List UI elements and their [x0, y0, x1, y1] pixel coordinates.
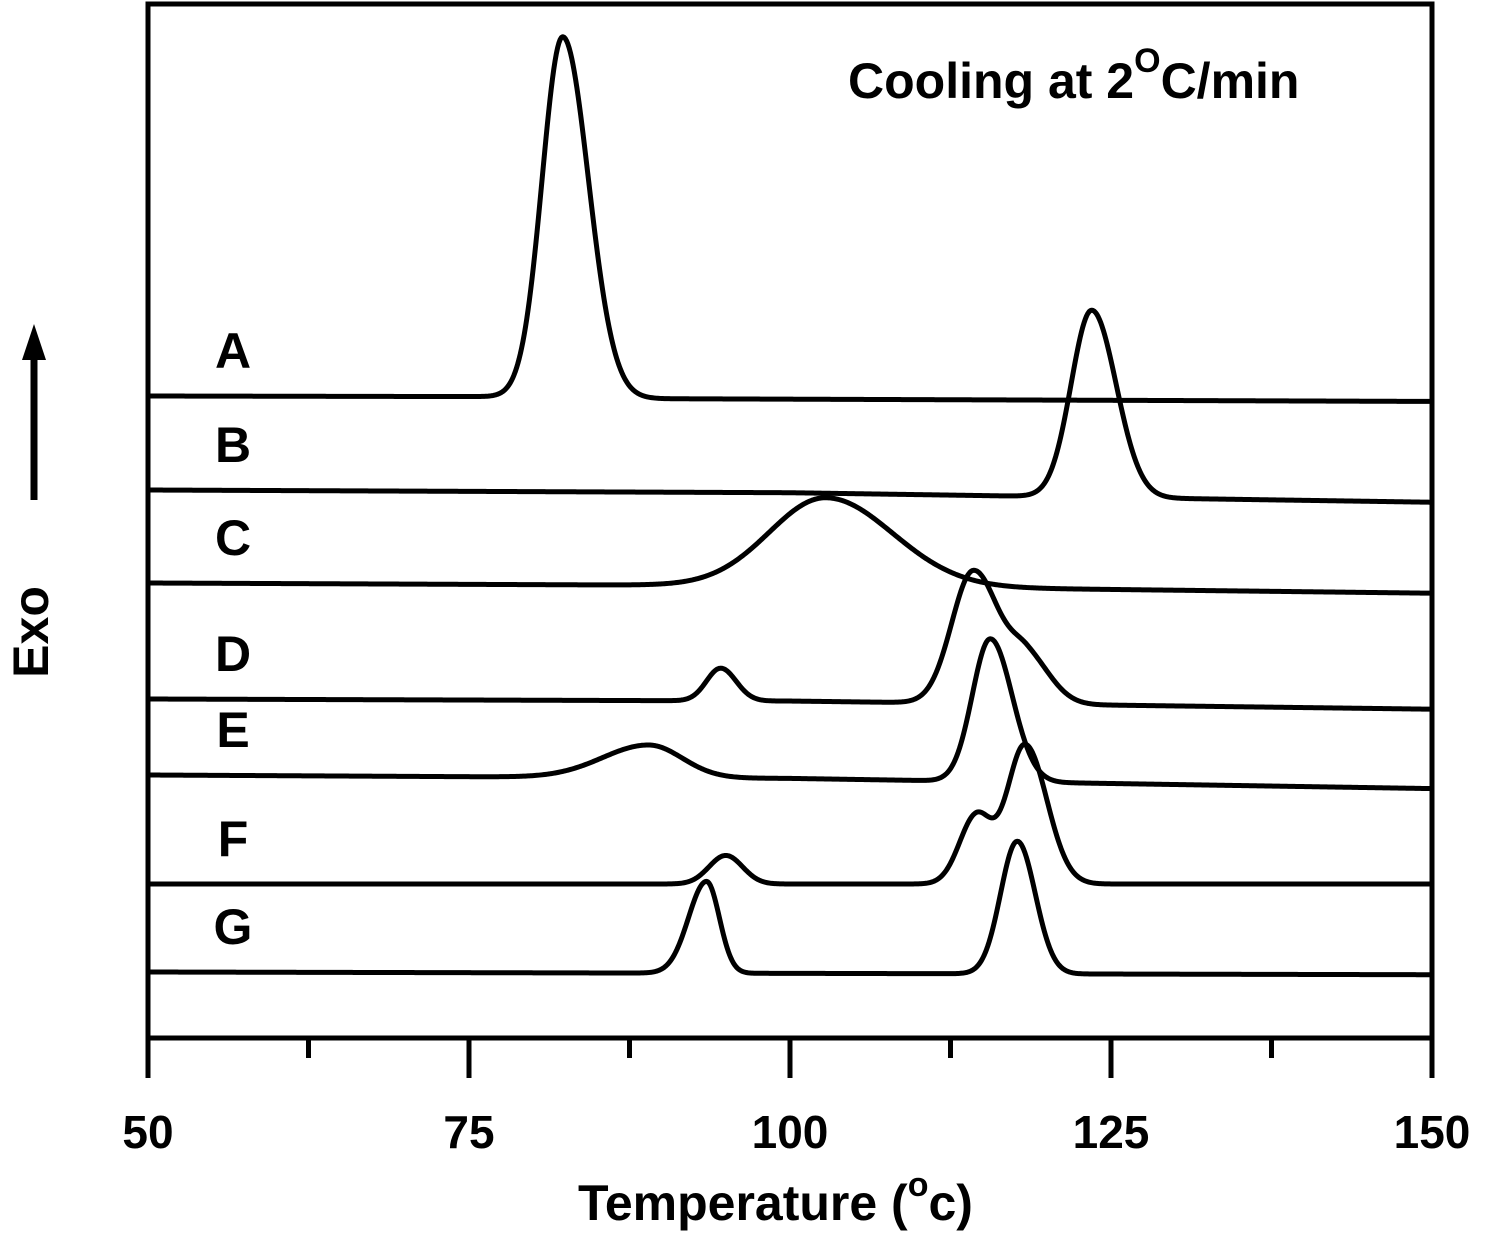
y-axis-label: Exo	[3, 586, 59, 678]
series-label-b: B	[215, 417, 251, 473]
x-tick-labels: 50 75 100 125 150	[122, 1106, 1470, 1158]
series-label-d: D	[215, 626, 251, 682]
x-axis-ticks	[145, 1038, 1435, 1078]
x-tick-label: 100	[752, 1106, 829, 1158]
annotation-suffix: C/min	[1161, 53, 1300, 109]
series-label-c: C	[215, 510, 251, 566]
series-line-b	[146, 307, 1434, 505]
series-line-d	[146, 567, 1434, 712]
x-axis-label-text: Temperature (	[578, 1175, 908, 1231]
x-axis-label-superscript: o	[908, 1166, 929, 1204]
cooling-rate-annotation: Cooling at 2OC/min	[848, 42, 1299, 109]
series-line-a	[146, 34, 1434, 404]
x-tick-label: 50	[122, 1106, 173, 1158]
series-label-e: E	[216, 702, 249, 758]
series-label-g: G	[214, 899, 253, 955]
x-tick-label: 150	[1394, 1106, 1471, 1158]
series-line-e	[146, 636, 1434, 792]
x-axis-label-suffix: c)	[929, 1175, 973, 1231]
annotation-superscript: O	[1134, 42, 1160, 80]
exo-up-arrow	[22, 324, 46, 500]
series-label-a: A	[215, 323, 251, 379]
x-tick-label: 125	[1073, 1106, 1150, 1158]
x-axis-label: Temperature (oc)	[578, 1166, 973, 1231]
series-label-f: F	[218, 811, 249, 867]
series-line-f	[146, 741, 1434, 887]
annotation-text: Cooling at 2	[848, 53, 1134, 109]
series-curves	[146, 34, 1434, 978]
series-line-g	[146, 838, 1434, 978]
x-tick-label: 75	[443, 1106, 494, 1158]
series-line-c	[146, 495, 1434, 596]
